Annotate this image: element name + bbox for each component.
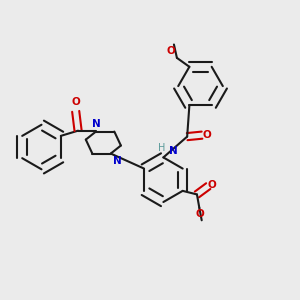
Text: O: O: [207, 180, 216, 190]
Text: O: O: [167, 46, 176, 56]
Text: N: N: [169, 146, 177, 156]
Text: N: N: [92, 119, 100, 129]
Text: O: O: [202, 130, 211, 140]
Text: O: O: [196, 209, 204, 219]
Text: H: H: [158, 143, 165, 153]
Text: O: O: [71, 98, 80, 107]
Text: N: N: [113, 156, 122, 166]
